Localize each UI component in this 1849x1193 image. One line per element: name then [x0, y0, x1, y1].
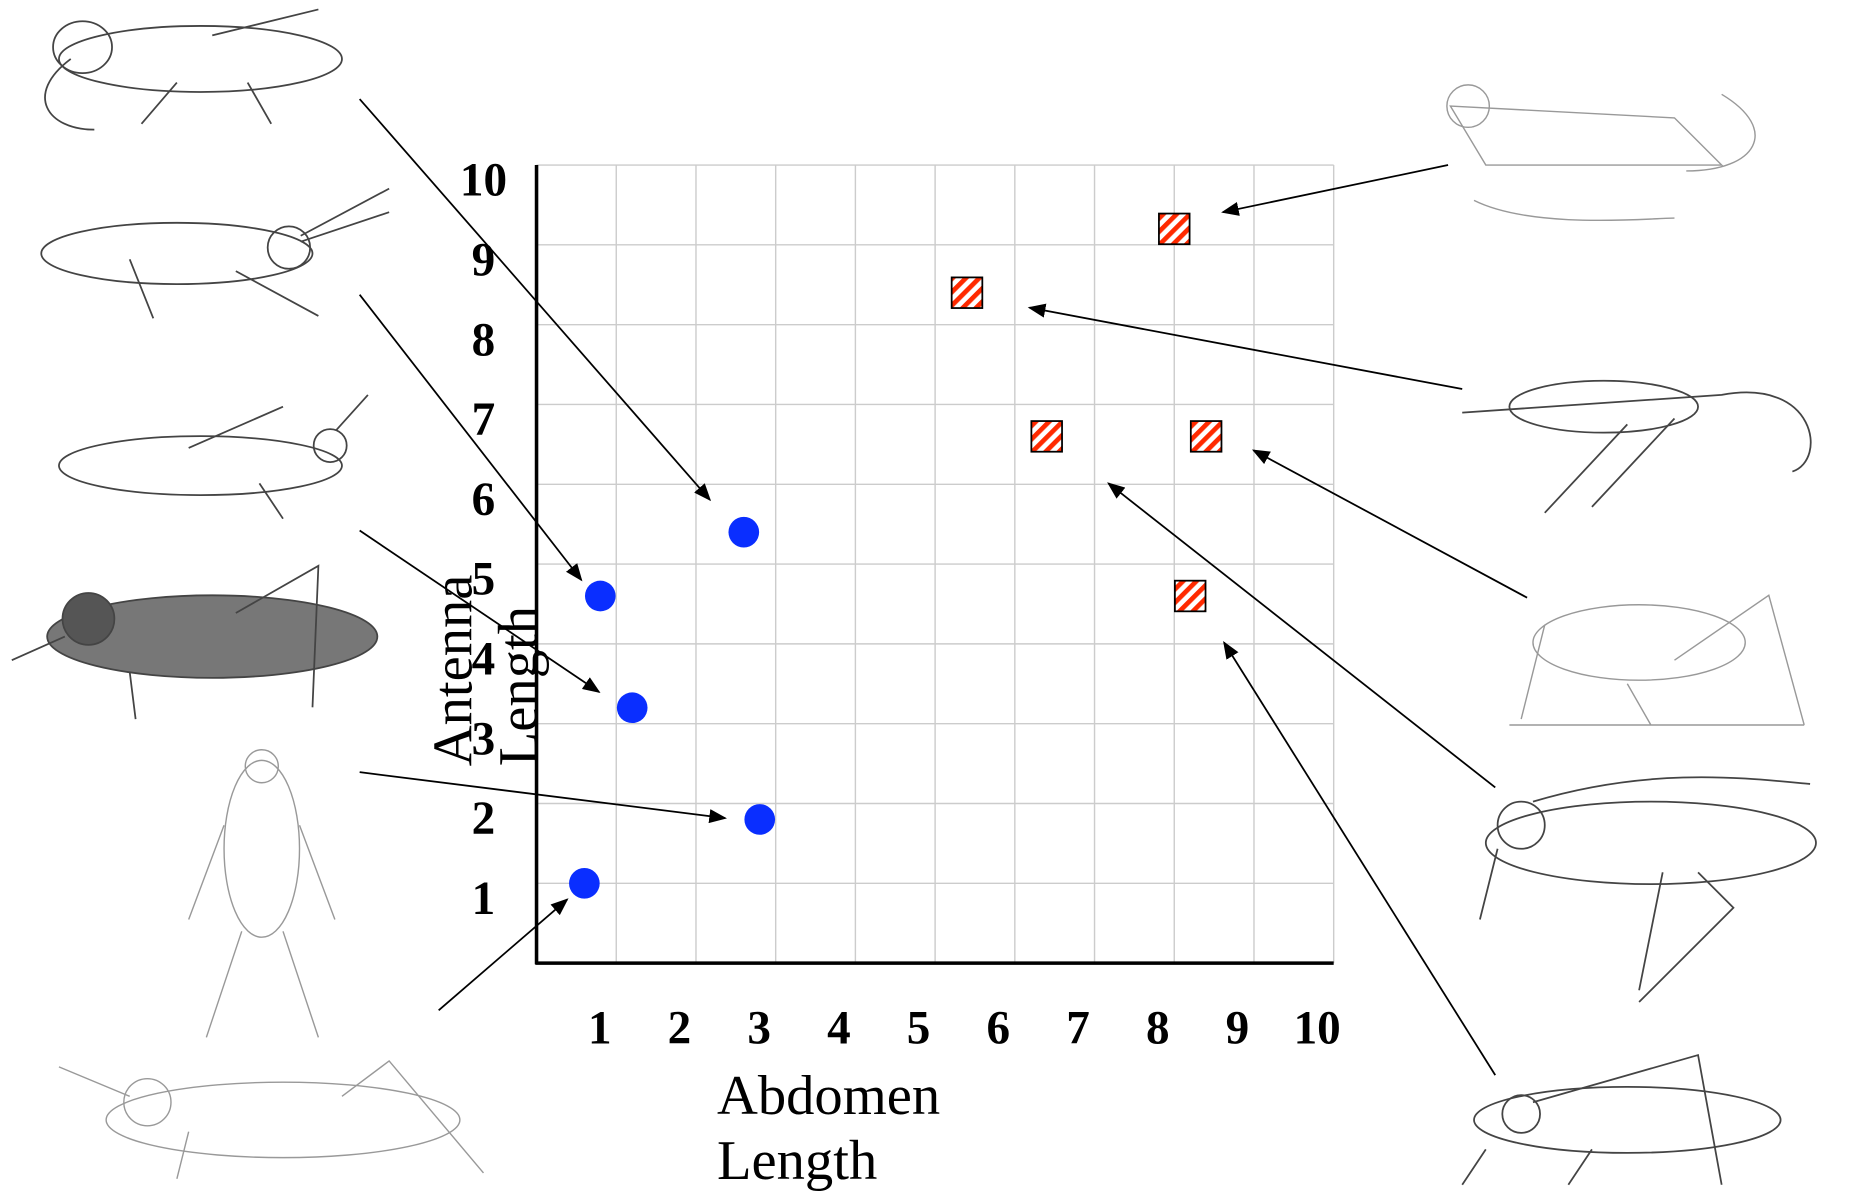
point [617, 692, 648, 723]
point [1159, 214, 1190, 245]
y-tick-label: 6 [472, 474, 496, 526]
x-tick-label: 6 [987, 1002, 1011, 1054]
point [1175, 581, 1206, 612]
x-tick-label: 1 [588, 1002, 612, 1054]
point [585, 581, 616, 612]
point [1031, 421, 1062, 452]
x-tick-label: 2 [668, 1002, 692, 1054]
x-tick-label: 10 [1294, 1002, 1341, 1054]
data-points [569, 214, 1221, 899]
grid [537, 165, 1334, 963]
y-tick-label: 5 [472, 554, 496, 606]
y-tick-label: 8 [472, 314, 496, 366]
x-tick-label: 4 [827, 1002, 851, 1054]
grasshopper [59, 395, 368, 519]
point [744, 804, 775, 835]
katydid [1509, 595, 1804, 725]
grasshopper [41, 189, 389, 319]
katydid [1462, 381, 1811, 513]
y-tick-label: 4 [472, 634, 496, 686]
y-tick-label: 9 [472, 235, 496, 287]
point [569, 868, 600, 899]
katydid [1462, 1055, 1780, 1185]
x-tick-label: 9 [1226, 1002, 1250, 1054]
y-tick-label: 2 [472, 793, 496, 845]
point [1191, 421, 1222, 452]
y-tick-label: 1 [472, 873, 496, 925]
x-tick-label: 3 [747, 1002, 771, 1054]
katydid [1447, 85, 1755, 221]
cricket [189, 750, 335, 1038]
grasshopper [45, 9, 342, 129]
x-tick-label: 7 [1066, 1002, 1090, 1054]
x-tick-label: 8 [1146, 1002, 1170, 1054]
point [728, 517, 759, 548]
grasshopper [59, 1061, 484, 1179]
chart: AbdomenLength AntennaLength 123456789101… [0, 0, 1849, 1193]
katydid [1480, 777, 1816, 1002]
grasshopper [12, 566, 378, 719]
y-tick-label: 7 [472, 394, 496, 446]
x-tick-label: 5 [907, 1002, 931, 1054]
y-tick-label: 3 [472, 713, 496, 765]
y-tick-label: 10 [460, 155, 507, 207]
point [952, 277, 983, 308]
